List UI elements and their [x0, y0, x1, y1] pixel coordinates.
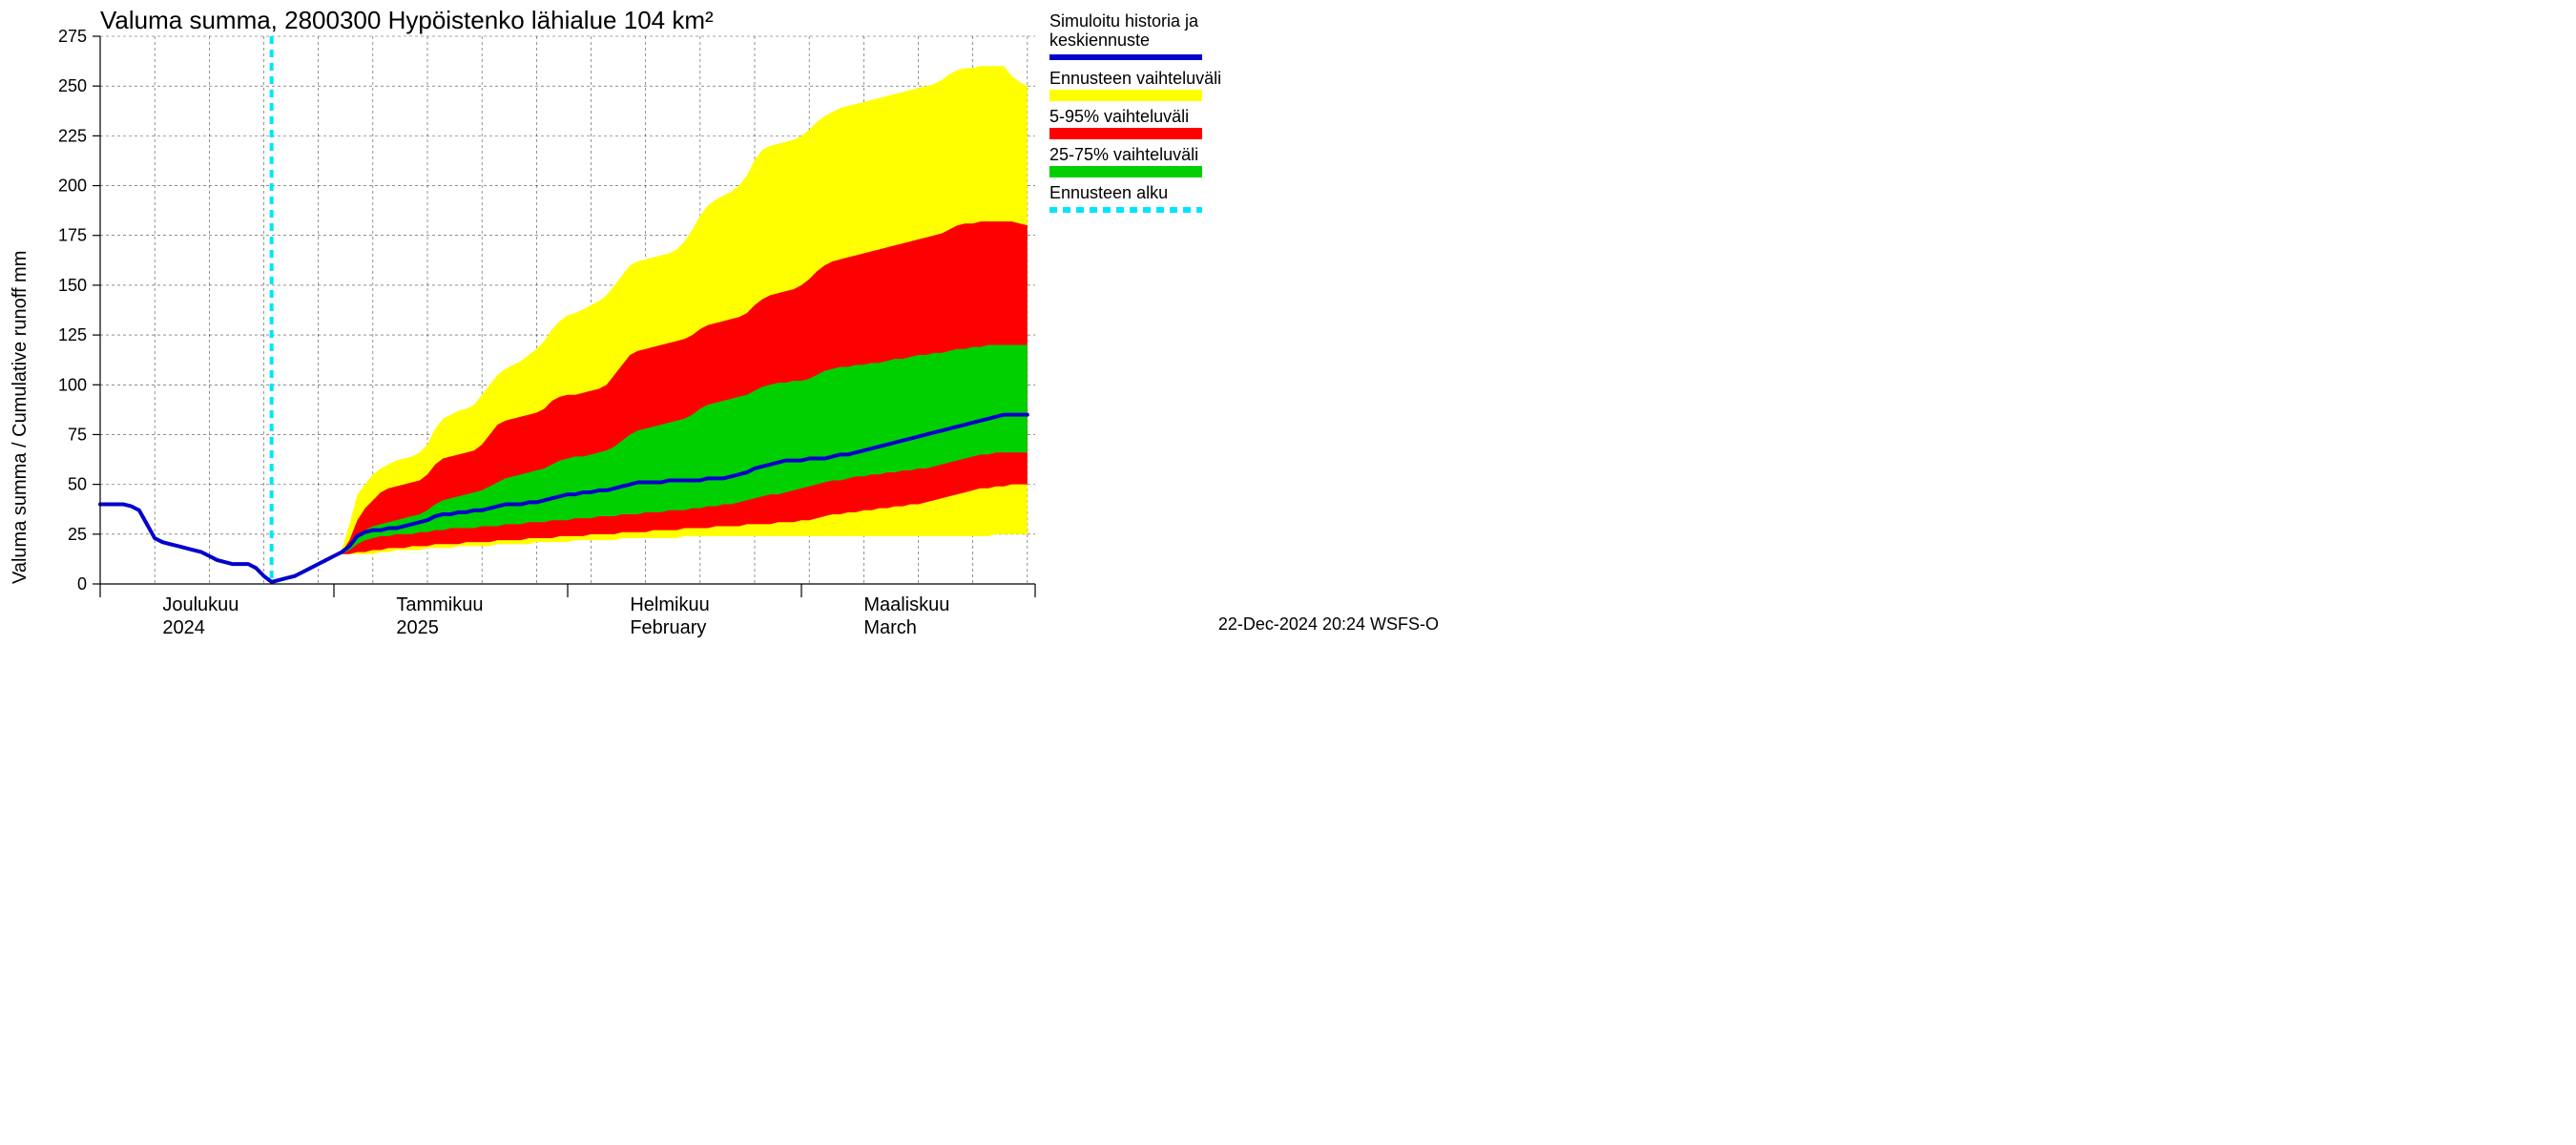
- legend-label: Simuloitu historia ja: [1049, 11, 1199, 31]
- ytick-label: 75: [68, 425, 87, 444]
- month-label-top: Maaliskuu: [863, 594, 949, 615]
- legend-label: Ennusteen alku: [1049, 183, 1168, 202]
- month-label-top: Tammikuu: [396, 594, 483, 615]
- ytick-label: 275: [58, 27, 87, 46]
- ytick-label: 25: [68, 525, 87, 544]
- ytick-label: 225: [58, 126, 87, 145]
- ytick-label: 0: [77, 574, 87, 593]
- ytick-label: 125: [58, 325, 87, 344]
- legend-label: Ennusteen vaihteluväli: [1049, 69, 1221, 88]
- month-label-bottom: March: [863, 617, 917, 638]
- month-label-bottom: February: [630, 617, 706, 638]
- y-axis-label: Valuma summa / Cumulative runoff mm: [10, 251, 31, 584]
- legend-block-swatch: [1049, 128, 1202, 139]
- month-label-bottom: 2024: [162, 617, 205, 638]
- legend-label: keskiennuste: [1049, 31, 1150, 50]
- ytick-label: 100: [58, 375, 87, 394]
- ytick-label: 50: [68, 475, 87, 494]
- legend-label: 5-95% vaihteluväli: [1049, 107, 1189, 126]
- chart-title: Valuma summa, 2800300 Hypöistenko lähial…: [100, 6, 714, 34]
- ytick-label: 175: [58, 226, 87, 245]
- chart-svg: 0255075100125150175200225250275Joulukuu2…: [0, 0, 1450, 645]
- month-label-top: Joulukuu: [162, 594, 239, 615]
- ytick-label: 250: [58, 76, 87, 95]
- legend-block-swatch: [1049, 90, 1202, 101]
- month-label-bottom: 2025: [396, 617, 439, 638]
- month-label-top: Helmikuu: [630, 594, 709, 615]
- legend-label: 25-75% vaihteluväli: [1049, 145, 1198, 164]
- ytick-label: 150: [58, 276, 87, 295]
- ytick-label: 200: [58, 177, 87, 196]
- legend-block-swatch: [1049, 166, 1202, 177]
- cumulative-runoff-chart: 0255075100125150175200225250275Joulukuu2…: [0, 0, 1450, 645]
- footer-text: 22-Dec-2024 20:24 WSFS-O: [1218, 614, 1439, 634]
